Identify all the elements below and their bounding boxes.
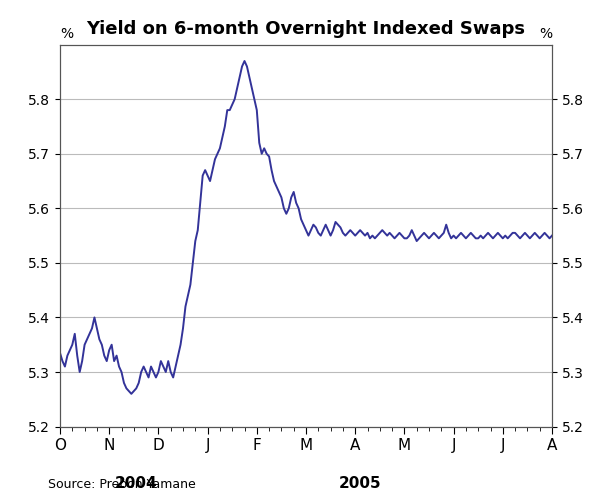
- Text: 2005: 2005: [339, 476, 382, 491]
- Text: Source: Prebon Yamane: Source: Prebon Yamane: [48, 478, 196, 491]
- Text: 2004: 2004: [115, 476, 158, 491]
- Title: Yield on 6-month Overnight Indexed Swaps: Yield on 6-month Overnight Indexed Swaps: [86, 19, 526, 38]
- Text: %: %: [539, 27, 552, 41]
- Text: %: %: [60, 27, 73, 41]
